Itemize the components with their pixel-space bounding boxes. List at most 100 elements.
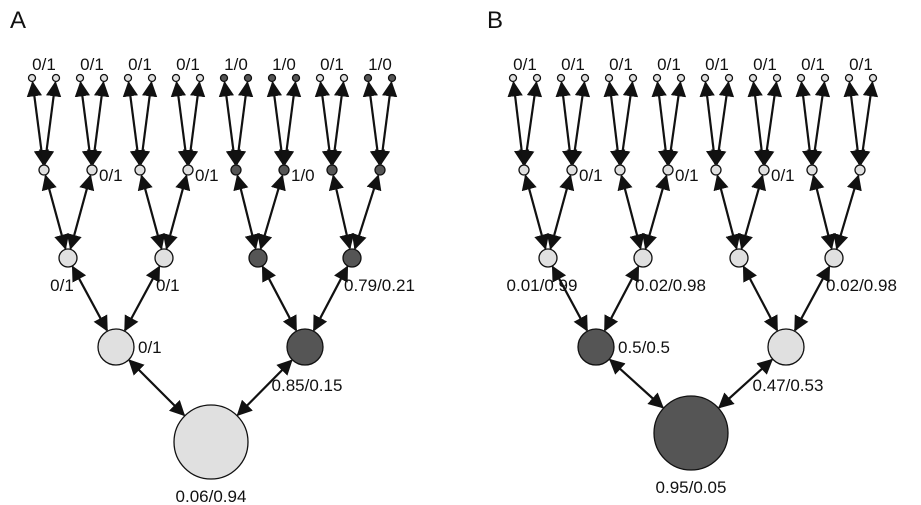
edge-level0 <box>759 80 783 166</box>
leaf-node <box>267 73 277 83</box>
level2-label: 0.02/0.98 <box>635 276 706 295</box>
level1-node <box>806 164 818 176</box>
panel-a: A 0/1 0/1 0/1 0/1 1/0 1/0 0/1 1/0 0/1 0/1 1/0 0/1 0/… <box>10 7 415 505</box>
leaf-label: 0/1 <box>657 55 681 74</box>
leaf-label: 0/1 <box>705 55 729 74</box>
level1-node <box>518 164 530 176</box>
level3-node <box>286 328 324 366</box>
edge-level0 <box>795 80 818 166</box>
root-node <box>173 404 249 480</box>
edge-level0 <box>651 80 674 166</box>
root-label: 0.06/0.94 <box>176 487 247 505</box>
level2-node <box>633 248 653 268</box>
edge-level2 <box>794 265 831 332</box>
leaf-node <box>820 73 830 83</box>
panel-b: B 0/1 0/1 0/1 0/1 0/1 0/1 0/1 0/1 0/1 0/1 0/1 0.01/… <box>487 7 897 497</box>
edge-level1 <box>66 174 95 250</box>
leaf-label: 0/1 <box>753 55 777 74</box>
root-label: 0.95/0.05 <box>656 478 727 497</box>
edge-level2 <box>261 265 298 332</box>
edge-level0 <box>278 80 302 166</box>
level1-node <box>710 164 722 176</box>
leaf-label: 0/1 <box>128 55 152 74</box>
level2-node <box>824 248 844 268</box>
leaf-label: 0/1 <box>561 55 585 74</box>
leaf-node <box>796 73 806 83</box>
edge-level0 <box>699 80 722 166</box>
edge-level0 <box>38 80 62 166</box>
edge-level0 <box>266 80 290 166</box>
edge-level0 <box>326 80 350 166</box>
leaf-node <box>75 73 85 83</box>
leaf-node <box>51 73 61 83</box>
leaf-node <box>243 73 253 83</box>
leaf-label: 1/0 <box>224 55 248 74</box>
edge-level2 <box>742 265 779 332</box>
edge-level0 <box>747 80 770 166</box>
leaf-node <box>748 73 758 83</box>
edge-level0 <box>122 80 146 166</box>
edge-level1 <box>642 174 671 250</box>
level1-label: 0/1 <box>675 166 699 185</box>
level3-node <box>577 328 615 366</box>
edge-level1 <box>233 174 260 250</box>
level2-label: 0/1 <box>156 276 180 295</box>
edge-level1 <box>351 174 382 250</box>
edge-level0 <box>555 80 578 166</box>
level1-node <box>38 164 50 176</box>
leaf-node <box>315 73 325 83</box>
leaf-label: 0/1 <box>80 55 104 74</box>
level1-label: 1/0 <box>291 166 315 185</box>
edge-level1 <box>137 174 166 250</box>
leaf-label: 1/0 <box>368 55 392 74</box>
level1-node <box>374 164 386 176</box>
edge-level1 <box>833 174 862 250</box>
level2-node <box>729 248 749 268</box>
leaf-node <box>219 73 229 83</box>
leaf-node <box>628 73 638 83</box>
edge-level0 <box>663 80 687 166</box>
edge-level1 <box>713 174 741 250</box>
edge-level3 <box>718 358 774 409</box>
level1-node <box>758 164 770 176</box>
leaf-node <box>387 73 397 83</box>
root-node <box>653 395 729 471</box>
edge-level0 <box>230 80 254 166</box>
edge-level1 <box>738 174 767 250</box>
edge-level1 <box>809 174 836 250</box>
level2-node <box>342 248 362 268</box>
level1-node <box>86 164 98 176</box>
edge-level0 <box>855 80 879 166</box>
leaf-node <box>291 73 301 83</box>
edge-level1 <box>162 174 191 250</box>
leaf-node <box>700 73 710 83</box>
leaf-node <box>147 73 157 83</box>
edge-level0 <box>843 80 866 166</box>
level1-node <box>614 164 626 176</box>
level1-label: 0/1 <box>579 166 603 185</box>
level1-label: 0/1 <box>771 166 795 185</box>
edge-level3 <box>128 359 186 417</box>
panel-a-letter: A <box>10 7 26 34</box>
level1-node <box>566 164 578 176</box>
level1-node <box>854 164 866 176</box>
edge-level0 <box>603 80 626 166</box>
edge-level0 <box>374 80 398 166</box>
level2-label: 0/1 <box>50 276 74 295</box>
edge-level0 <box>362 80 386 166</box>
leaf-node <box>508 73 518 83</box>
edge-level0 <box>134 80 158 166</box>
level1-node <box>278 164 290 176</box>
edge-level0 <box>807 80 831 166</box>
leaf-node <box>580 73 590 83</box>
leaf-label: 0/1 <box>513 55 537 74</box>
edge-level0 <box>26 80 50 166</box>
edge-level0 <box>314 80 338 166</box>
edge-level0 <box>182 80 206 166</box>
leaf-node <box>844 73 854 83</box>
edge-level1 <box>617 174 645 250</box>
edge-level2 <box>603 265 640 332</box>
level1-label: 0/1 <box>195 166 219 185</box>
edge-level2 <box>71 265 108 332</box>
